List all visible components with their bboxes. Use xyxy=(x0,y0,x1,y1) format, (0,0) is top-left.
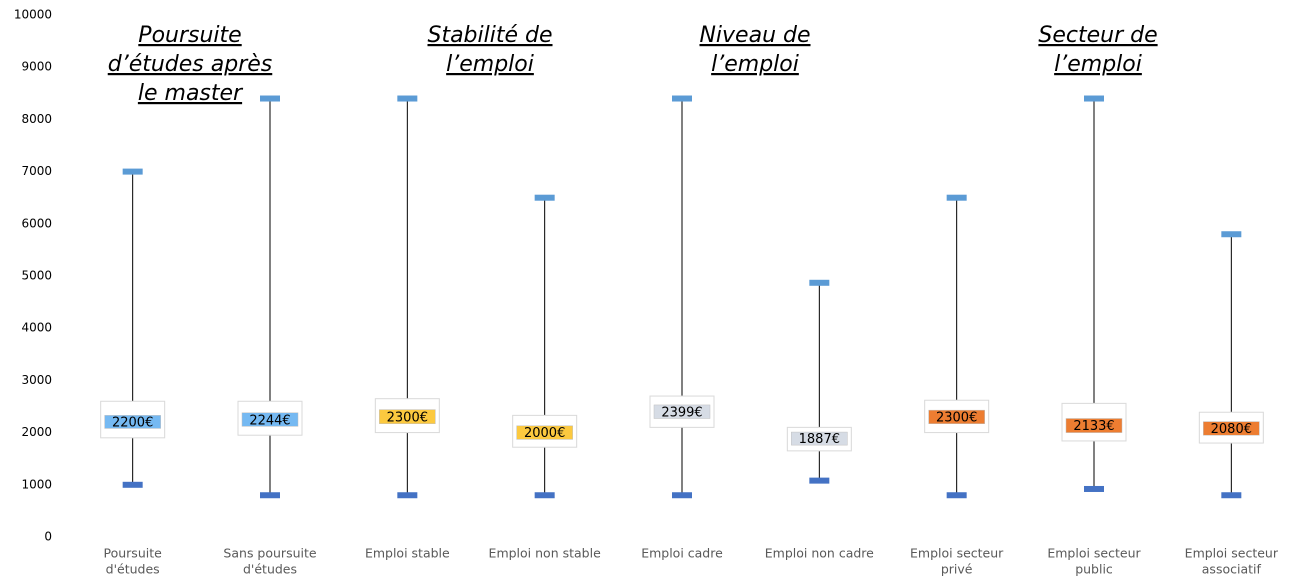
y-tick-label: 0 xyxy=(44,530,52,544)
y-tick-label: 5000 xyxy=(21,269,52,283)
max-cap xyxy=(1084,95,1104,102)
value-label: 2399€ xyxy=(661,405,702,420)
x-tick-label: Emploi secteur xyxy=(1185,546,1279,561)
group-title: l’emploi xyxy=(446,52,534,77)
median-band xyxy=(104,415,161,429)
median-band xyxy=(928,409,985,424)
max-cap xyxy=(260,95,280,102)
x-tick-label: Sans poursuite xyxy=(223,546,316,561)
min-cap xyxy=(1084,485,1104,492)
y-tick-label: 6000 xyxy=(21,216,52,230)
y-tick-label: 4000 xyxy=(21,321,52,335)
min-cap xyxy=(672,492,692,499)
max-cap xyxy=(122,168,143,175)
median-band xyxy=(379,409,436,424)
median-band xyxy=(241,412,299,427)
x-tick-label: d'études xyxy=(243,562,297,577)
value-label: 2300€ xyxy=(936,410,977,425)
median-band xyxy=(791,431,848,446)
group-title: l’emploi xyxy=(1054,52,1142,77)
x-tick-label: Emploi non cadre xyxy=(765,546,874,561)
value-label: 2080€ xyxy=(1211,422,1252,437)
max-cap xyxy=(672,95,692,102)
max-cap xyxy=(397,95,418,102)
x-tick-label: d'études xyxy=(106,562,160,577)
y-tick-label: 3000 xyxy=(21,373,52,387)
max-cap xyxy=(534,194,555,201)
y-tick-label: 9000 xyxy=(21,60,52,74)
group-title: le master xyxy=(138,81,244,106)
value-label: 2300€ xyxy=(387,410,428,425)
x-tick-label: privé xyxy=(941,562,973,577)
x-tick-label: public xyxy=(1075,562,1113,577)
min-cap xyxy=(397,492,418,499)
y-tick-label: 7000 xyxy=(21,164,52,178)
x-tick-label: Emploi secteur xyxy=(1047,546,1141,561)
value-label: 2133€ xyxy=(1073,419,1114,434)
max-cap xyxy=(809,279,830,286)
min-cap xyxy=(260,492,280,499)
min-cap xyxy=(122,481,143,488)
x-tick-label: Emploi stable xyxy=(365,546,450,561)
x-tick-label: associatif xyxy=(1202,562,1262,577)
max-cap xyxy=(946,194,967,201)
x-tick-label: Emploi secteur xyxy=(910,546,1004,561)
min-cap xyxy=(1221,492,1242,499)
x-tick-label: Emploi cadre xyxy=(641,546,723,561)
median-band xyxy=(1065,418,1123,433)
value-label: 1887€ xyxy=(799,432,840,447)
group-title: Niveau de xyxy=(699,23,810,48)
y-tick-label: 2000 xyxy=(21,425,52,439)
value-label: 2200€ xyxy=(112,416,153,431)
min-cap xyxy=(809,477,830,484)
group-title: d’études après xyxy=(108,52,273,77)
y-tick-label: 10000 xyxy=(14,8,52,22)
median-band xyxy=(653,404,711,419)
group-title: l’emploi xyxy=(711,52,799,77)
median-band xyxy=(1203,421,1260,436)
y-tick-label: 1000 xyxy=(21,477,52,491)
group-title: Secteur de xyxy=(1038,23,1157,48)
median-band xyxy=(516,425,573,440)
value-label: 2000€ xyxy=(524,426,565,441)
y-tick-label: 8000 xyxy=(21,112,52,126)
value-label: 2244€ xyxy=(249,413,290,428)
group-title: Stabilité de xyxy=(427,23,552,48)
group-title: Poursuite xyxy=(138,23,241,48)
x-tick-label: Poursuite xyxy=(104,546,163,561)
min-cap xyxy=(534,492,555,499)
x-tick-label: Emploi non stable xyxy=(489,546,602,561)
min-cap xyxy=(946,492,967,499)
max-cap xyxy=(1221,231,1242,238)
